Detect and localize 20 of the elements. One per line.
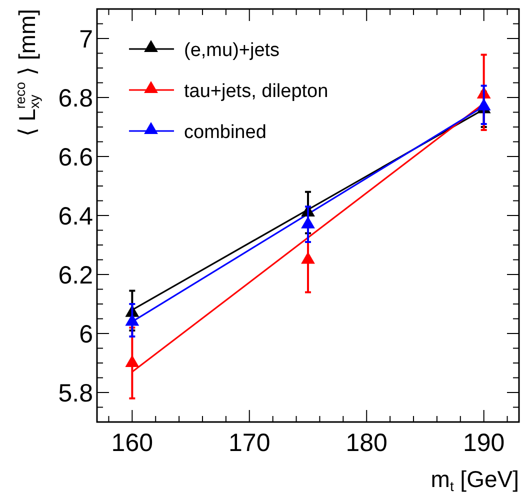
legend-label: (e,mu)+jets xyxy=(184,40,280,61)
point xyxy=(125,314,140,326)
y-tick-label: 7 xyxy=(79,26,93,54)
x-tick-label: 190 xyxy=(462,429,505,457)
y-tick-label: 6.8 xyxy=(58,84,93,112)
x-tick-label: 160 xyxy=(111,429,154,457)
y-tick-label: 6.4 xyxy=(58,202,94,230)
y-tick-label: 5.8 xyxy=(58,380,93,408)
point xyxy=(301,216,315,228)
point xyxy=(125,355,140,367)
y-tick-label: 6.2 xyxy=(58,262,93,290)
point xyxy=(476,98,491,110)
x-tick-label: 180 xyxy=(346,429,388,457)
legend-label: combined xyxy=(184,122,266,143)
legend-label: tau+jets, dilepton xyxy=(184,81,328,102)
x-axis-title: m$_{t}$ [GeV] xyxy=(430,466,519,494)
y-tick-label: 6.6 xyxy=(58,144,93,172)
point xyxy=(301,252,315,264)
y-tick-label: 6 xyxy=(79,320,93,348)
x-tick-label: 170 xyxy=(228,429,270,457)
